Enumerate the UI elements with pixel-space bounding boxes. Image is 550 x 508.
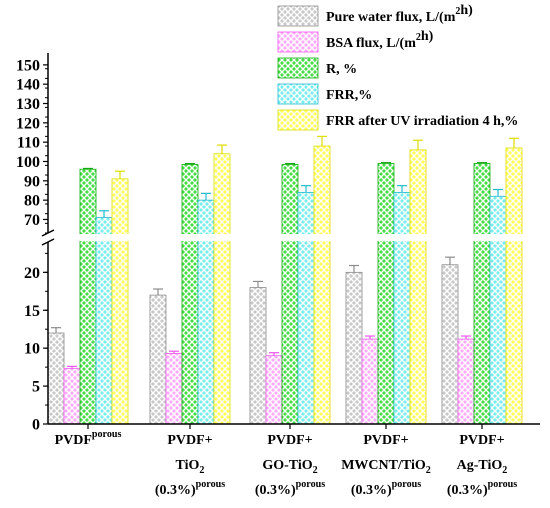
bar [377,163,395,425]
bar-group [47,167,129,425]
bar [111,178,129,425]
bar [63,368,81,425]
x-tick-label-line: PVDF+ [267,433,312,448]
y-tick-label: 150 [16,57,40,74]
bar [249,287,267,425]
y-tick-label: 110 [17,135,40,152]
x-tick-label-line: (0.3%)porous [447,479,517,498]
x-tick-label-line: Ag-TiO2 [457,458,508,476]
legend-entry: R, % [277,57,357,79]
legend-label: BSA flux, L/(m2h) [326,29,434,51]
bar-group [149,144,231,425]
bar [181,163,199,425]
x-tick-label-line: PVDF+ [459,433,504,448]
y-tick-label: 80 [24,193,40,210]
y-tick-label: 70 [24,212,40,229]
x-tick-label: PVDF+ GO-TiO2 (0.3%)porous [255,433,325,498]
bars-layer [30,135,550,425]
x-tick-label-line: (0.3%)porous [255,479,325,498]
legend-entry: FRR,% [277,83,372,105]
bar [213,153,231,425]
x-tick-label-line: (0.3%)porous [351,479,421,498]
y-axis: 0 5 10 15 20 70 80 90 100 110 120 130 140 150 [16,53,540,434]
legend-label: FRR after UV irradiation 4 h,% [326,114,518,129]
y-tick-label: 5 [32,379,40,396]
x-tick-label-line: PVDF+ [363,433,408,448]
legend-label: Pure water flux, L/(m2h) [326,3,473,25]
bar [505,147,523,425]
x-tick-label: PVDF+ MWCNT/TiO2 (0.3%)porous [341,433,431,498]
legend-entry: BSA flux, L/(m2h) [277,29,434,53]
bar [409,149,427,425]
bar [441,264,459,425]
axis-break-band [30,234,550,241]
y-tick-label: 100 [16,154,40,171]
y-tick-label: 90 [24,173,40,190]
x-tick-label: PVDF+ Ag-TiO2 (0.3%)porous [447,433,517,498]
bar [457,338,475,425]
legend-swatch [277,31,319,53]
bar [165,353,183,425]
bar [393,192,411,425]
legend-swatch [277,83,319,105]
x-tick-label-line: GO-TiO2 [262,458,317,476]
y-tick-label: 20 [24,265,40,282]
bar [265,355,283,425]
x-tick-label-line: MWCNT/TiO2 [341,458,431,476]
y-tick-label: 130 [16,96,40,113]
bar-group [345,139,427,425]
y-tick-label: 140 [16,77,40,94]
legend-swatch [277,109,319,131]
legend: Pure water flux, L/(m2h) BSA flux, L/(m2h… [277,3,518,131]
bar [297,192,315,425]
bar [79,168,97,425]
bar [345,271,363,425]
axis-break-mark [41,238,55,246]
legend-entry: Pure water flux, L/(m2h) [277,3,473,27]
y-tick-label: 0 [32,417,40,434]
bar [47,332,65,425]
y-tick-label: 15 [24,303,40,320]
x-tick-label: PVDFporous [55,429,122,448]
bar [197,199,215,425]
bar-group [441,137,523,425]
x-tick-label-line: (0.3%)porous [155,479,225,498]
x-axis-labels: PVDFporous PVDF+ TiO2 (0.3%)porous PVDF+ GO-T… [55,429,518,498]
x-tick-label-line: TiO2 [176,458,205,476]
bar [95,217,113,425]
y-tick-label: 10 [24,341,40,358]
bar [361,338,379,425]
legend-entry: FRR after UV irradiation 4 h,% [277,109,518,131]
legend-label: R, % [326,62,357,77]
bar-group [249,135,331,425]
legend-swatch [277,57,319,79]
x-tick-label-line: PVDF+ [167,433,212,448]
bar [149,294,167,425]
x-tick-label: PVDF+ TiO2 (0.3%)porous [155,433,225,498]
legend-label: FRR,% [326,88,372,103]
bar [473,163,491,425]
legend-swatch [277,5,319,27]
y-tick-label: 120 [16,115,40,132]
bar [281,163,299,425]
bar [313,145,331,425]
x-tick-label-line: PVDFporous [55,429,122,448]
bar [489,195,507,425]
